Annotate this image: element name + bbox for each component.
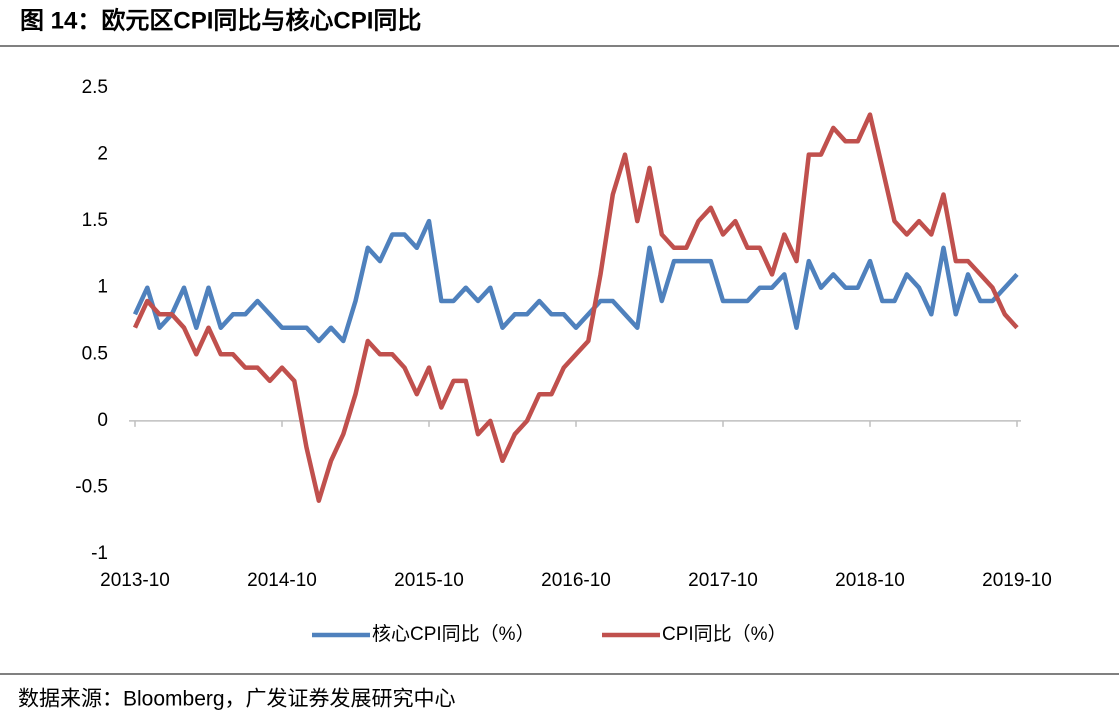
x-tick-label: 2018-10 — [835, 570, 905, 591]
x-tick-label: 2014-10 — [247, 570, 317, 591]
y-tick-label: 1 — [97, 277, 108, 298]
x-tick-label: 2016-10 — [541, 570, 611, 591]
series-line — [132, 218, 1019, 344]
y-tick-label: 2 — [97, 144, 108, 165]
x-tick-label: 2015-10 — [394, 570, 464, 591]
y-tick-label: 0 — [97, 410, 108, 431]
y-tick-label: -1 — [91, 543, 108, 564]
source-note: 数据来源：Bloomberg，广发证券发展研究中心 — [18, 688, 456, 711]
chart-title: 图 14：欧元区CPI同比与核心CPI同比 — [20, 6, 421, 34]
series-line — [132, 112, 1019, 503]
x-tick-label: 2017-10 — [688, 570, 758, 591]
x-tick-label: 2013-10 — [100, 570, 170, 591]
y-tick-label: 1.5 — [82, 210, 108, 231]
legend-label: 核心CPI同比（%） — [372, 623, 535, 645]
legend-label: CPI同比（%） — [662, 623, 787, 645]
x-tick-label: 2019-10 — [982, 570, 1052, 591]
y-tick-label: 0.5 — [82, 343, 108, 364]
y-tick-label: 2.5 — [82, 77, 108, 98]
y-tick-label: -0.5 — [75, 476, 108, 497]
